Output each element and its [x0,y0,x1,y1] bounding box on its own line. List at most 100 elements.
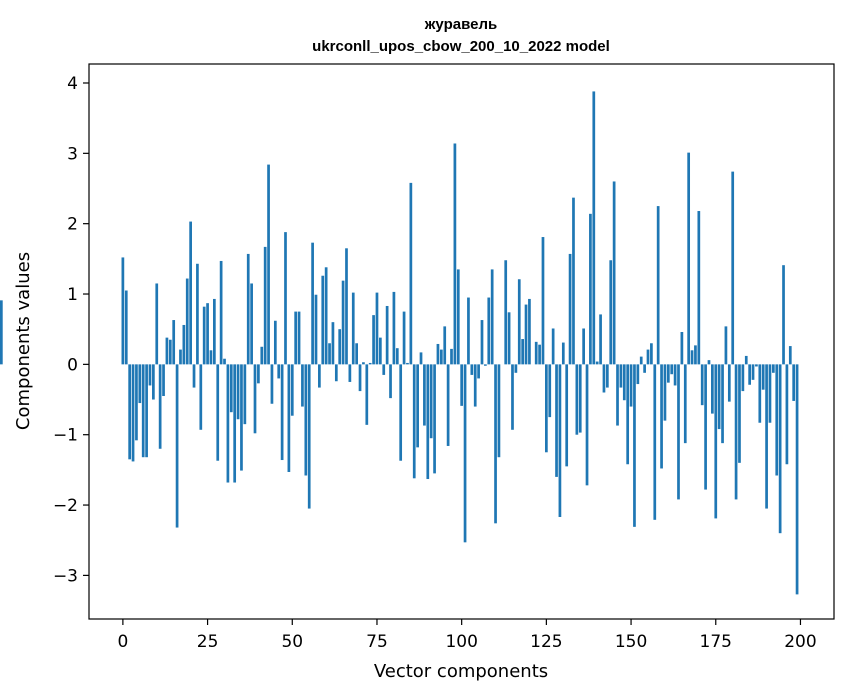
plot-frame [88,63,835,620]
bar [477,364,480,379]
bar [673,364,677,386]
bar [226,364,230,483]
bar [263,246,267,365]
bar [758,364,762,423]
bar [690,350,694,365]
bar [704,364,707,490]
bar [734,364,738,500]
bar [578,364,582,433]
bar [307,364,311,509]
y-tick-label: −3 [53,566,78,586]
bar [409,182,413,365]
bar [128,364,132,460]
bar [788,346,792,365]
bar [439,349,443,365]
bar [524,304,528,365]
bar [778,364,782,534]
bar [484,364,487,366]
bar [751,364,755,380]
bar [589,213,592,365]
bar [351,292,355,365]
bar [287,364,291,472]
bar [273,320,277,365]
bar [616,364,619,426]
bar [196,263,199,365]
bar [724,326,728,365]
bar [399,364,403,461]
bar [558,364,562,517]
bar [385,305,389,365]
bar [416,364,419,448]
bar [768,364,772,423]
chart-title-line-2: ukrconll_upos_cbow_200_10_2022 model [312,38,610,55]
bar [213,298,216,365]
bar [511,364,514,430]
bar [240,364,243,471]
bar [561,342,565,365]
bar [406,362,409,365]
bar [148,364,152,386]
bar [782,265,785,365]
bar [345,248,348,365]
bar [338,329,342,365]
bar [545,364,548,453]
bar [382,364,386,375]
bar [121,257,125,365]
x-axis-label: Vector components [374,661,548,682]
bar [267,164,270,365]
bar [155,283,159,365]
bar [463,364,467,543]
bar [175,364,179,528]
bar [124,290,128,365]
bar [677,364,680,500]
bar [253,364,257,434]
bar [294,311,298,365]
bar [473,364,477,407]
bar [372,315,375,365]
bar [375,292,379,365]
bar [585,364,589,486]
bar [199,364,203,430]
bar [419,352,423,365]
bar [219,260,223,365]
bar [711,364,714,414]
bar [795,364,799,595]
bar [436,343,440,365]
bar [707,360,711,365]
x-tick-label: 150 [615,632,647,652]
bar [521,339,525,365]
x-tick-label: 50 [281,632,303,652]
bar [321,275,325,365]
bar [548,364,552,418]
bar [785,364,789,465]
bar [619,364,623,388]
bar [609,260,613,365]
bar [517,279,521,365]
bar [694,345,697,365]
bar [595,361,599,365]
bar [741,364,745,392]
bar [443,326,447,365]
bar [605,364,609,388]
bar [290,364,294,416]
bar [456,269,460,365]
bar [744,355,748,365]
bar [572,197,575,365]
bar [721,364,724,444]
bar [772,364,775,373]
bar [216,364,220,461]
bar [792,364,796,401]
bar [714,364,718,519]
bar [334,364,338,382]
bar [395,348,399,365]
bar [629,364,633,407]
bar [362,362,365,365]
bar [229,364,233,413]
x-tick-label: 200 [784,632,816,652]
bar [182,324,186,365]
bar [365,364,369,425]
bar [450,348,453,365]
bar [260,346,264,365]
bar [172,320,176,365]
bar [331,322,335,365]
